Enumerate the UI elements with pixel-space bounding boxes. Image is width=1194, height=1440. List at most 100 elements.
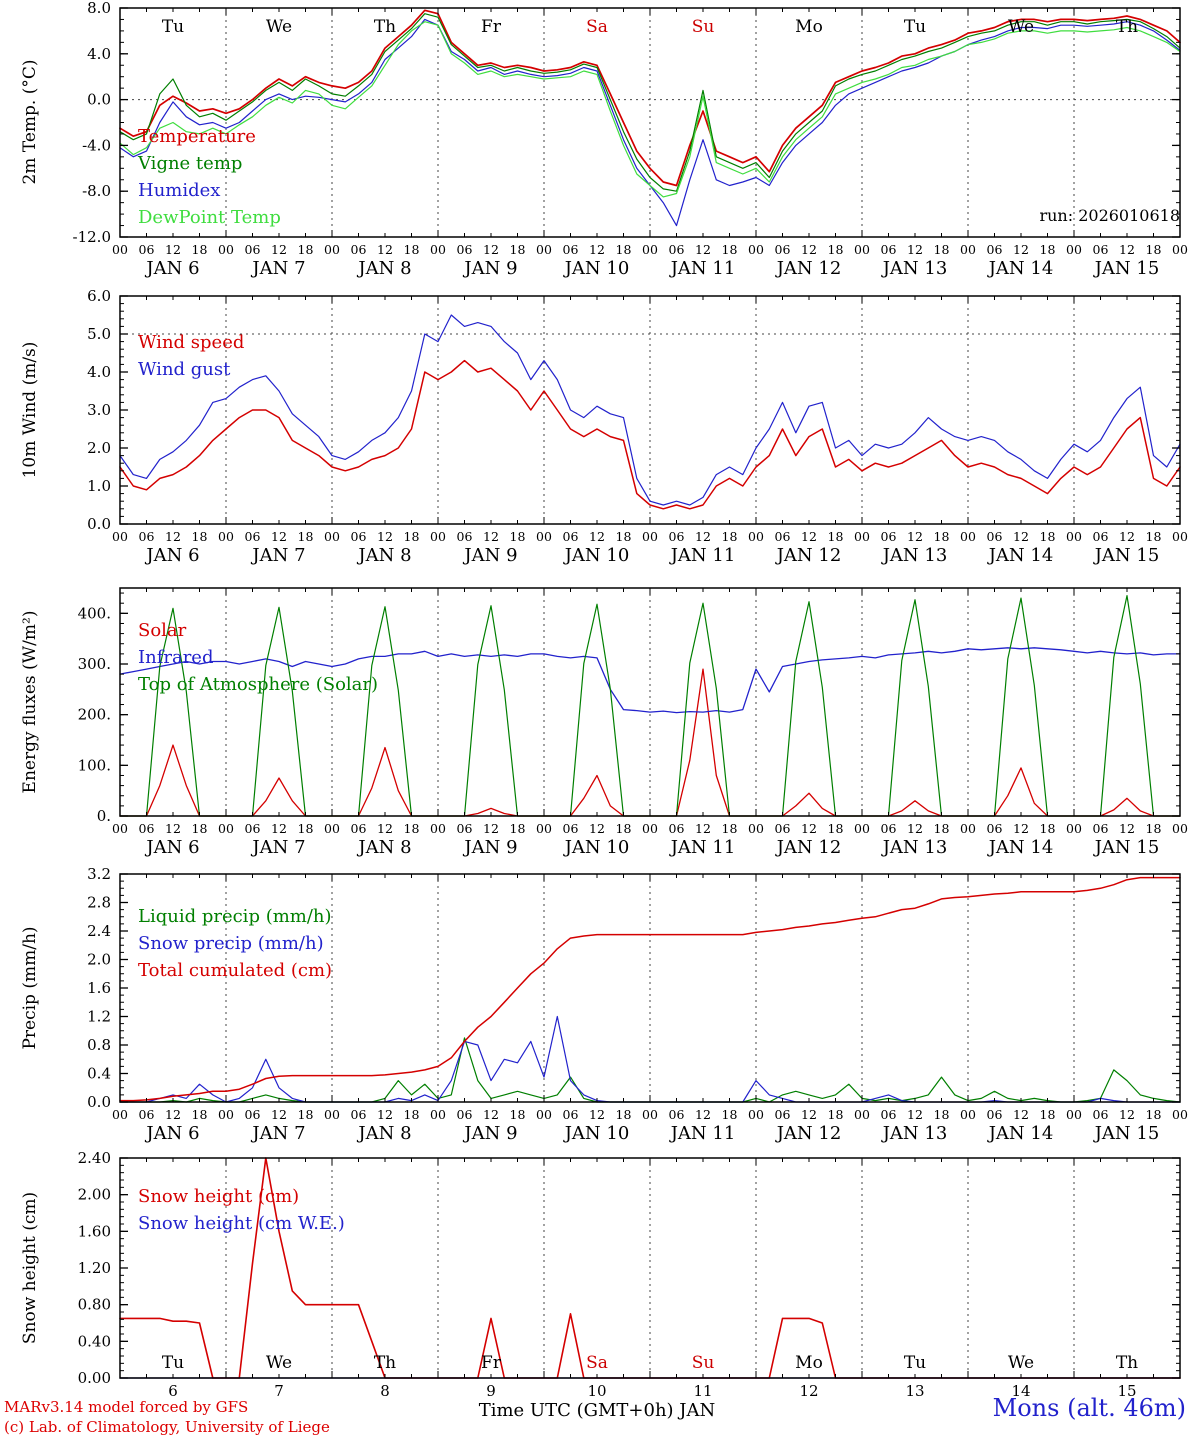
hour-tick-label: 00 xyxy=(854,821,870,836)
y-tick-label: 0.80 xyxy=(78,1296,111,1314)
hour-tick-label: 00 xyxy=(642,242,658,257)
y-tick-label: 8.0 xyxy=(87,0,111,17)
hour-tick-label: 06 xyxy=(669,529,685,544)
hour-tick-label: 06 xyxy=(457,1107,473,1122)
hour-tick-label: 00 xyxy=(854,1107,870,1122)
y-tick-label: 5.0 xyxy=(87,325,111,343)
hour-tick-label: 00 xyxy=(218,1107,234,1122)
series-temperature xyxy=(119,9,1181,187)
date-label: JAN 14 xyxy=(987,1123,1054,1144)
hour-tick-label: 18 xyxy=(510,242,526,257)
series-total-cumulated-cm- xyxy=(119,876,1181,1102)
hour-tick-label: 12 xyxy=(589,529,605,544)
y-tick-label: 1.6 xyxy=(87,979,111,997)
date-label: JAN 7 xyxy=(250,545,305,566)
y-tick-label: 2.00 xyxy=(78,1186,111,1204)
hour-tick-label: 06 xyxy=(987,821,1003,836)
y-tick-label: 0.00 xyxy=(78,1369,111,1387)
hour-tick-label: 12 xyxy=(483,821,499,836)
y-tick-label: 4.0 xyxy=(87,45,111,63)
hour-tick-label: 06 xyxy=(563,821,579,836)
series-wind-speed xyxy=(119,359,1181,510)
x-axis-title: Time UTC (GMT+0h) JAN xyxy=(478,1400,716,1421)
hour-tick-label: 12 xyxy=(589,1107,605,1122)
hour-tick-label: 06 xyxy=(457,529,473,544)
legend-item-wind-speed: Wind speed xyxy=(138,332,245,353)
hour-tick-label: 00 xyxy=(536,1107,552,1122)
y-tick-label: 3.2 xyxy=(87,865,111,883)
hour-tick-label: 00 xyxy=(1172,1107,1188,1122)
hour-tick-label: 18 xyxy=(298,821,314,836)
y-tick-label: -4.0 xyxy=(82,136,111,154)
date-label: JAN 12 xyxy=(775,1123,842,1144)
hour-tick-label: 18 xyxy=(192,821,208,836)
hour-tick-label: 00 xyxy=(960,1107,976,1122)
y-tick-label: -8.0 xyxy=(82,182,111,200)
legend-item-infrared: Infrared xyxy=(138,647,214,668)
y-axis-title-snow: Snow height (cm) xyxy=(20,1191,40,1345)
date-label: JAN 11 xyxy=(669,1123,736,1144)
hour-tick-label: 12 xyxy=(1013,529,1029,544)
hour-tick-label: 00 xyxy=(536,242,552,257)
date-label: JAN 6 xyxy=(144,545,199,566)
hour-tick-label: 06 xyxy=(139,1107,155,1122)
hour-tick-label: 12 xyxy=(165,1107,181,1122)
hour-tick-label: 06 xyxy=(139,821,155,836)
series-wind-gust xyxy=(119,314,1181,506)
hour-tick-label: 00 xyxy=(324,242,340,257)
day-number-label: 9 xyxy=(486,1382,496,1400)
date-label: JAN 15 xyxy=(1093,545,1160,566)
y-tick-label: 1.60 xyxy=(78,1222,111,1240)
hour-tick-label: 12 xyxy=(695,1107,711,1122)
y-tick-label: 6.0 xyxy=(87,287,111,305)
series-liquid-precip-mm-h- xyxy=(119,1037,1181,1103)
day-number-label: 7 xyxy=(274,1382,284,1400)
day-name-label: Fr xyxy=(481,17,502,37)
hour-tick-label: 12 xyxy=(801,1107,817,1122)
hour-tick-label: 12 xyxy=(271,821,287,836)
hour-tick-label: 12 xyxy=(483,242,499,257)
hour-tick-label: 12 xyxy=(165,242,181,257)
y-tick-label: 0.0 xyxy=(87,515,111,533)
y-tick-label: 2.0 xyxy=(87,951,111,969)
hour-tick-label: 06 xyxy=(669,821,685,836)
hour-tick-label: 12 xyxy=(271,1107,287,1122)
hour-tick-label: 00 xyxy=(112,821,128,836)
hour-tick-label: 12 xyxy=(695,242,711,257)
legend-snow: Snow height (cm) Snow height (cm W.E.) xyxy=(138,1183,345,1237)
day-name-label: Tu xyxy=(162,17,184,37)
day-name-label: We xyxy=(266,17,292,37)
hour-tick-label: 06 xyxy=(351,529,367,544)
station-label: Mons (alt. 46m) xyxy=(992,1394,1186,1422)
hour-tick-label: 06 xyxy=(245,821,261,836)
date-label: JAN 12 xyxy=(775,837,842,858)
hour-tick-label: 00 xyxy=(1172,821,1188,836)
day-number-label: 12 xyxy=(799,1382,818,1400)
hour-tick-label: 12 xyxy=(165,821,181,836)
hour-tick-label: 18 xyxy=(828,242,844,257)
y-tick-label: 0.8 xyxy=(87,1036,111,1054)
model-credit: MARv3.14 model forced by GFS xyxy=(4,1398,249,1416)
day-number-label: 15 xyxy=(1117,1382,1136,1400)
day-name-label: Tu xyxy=(904,17,926,37)
hour-tick-label: 12 xyxy=(695,529,711,544)
date-label: JAN 13 xyxy=(881,545,948,566)
date-label: JAN 14 xyxy=(987,837,1054,858)
hour-tick-label: 00 xyxy=(430,529,446,544)
day-name-label: Mo xyxy=(795,17,823,37)
hour-tick-label: 12 xyxy=(377,242,393,257)
legend-item-toa-solar: Top of Atmosphere (Solar) xyxy=(138,674,379,695)
y-tick-label: 2.4 xyxy=(87,922,111,940)
hour-tick-label: 18 xyxy=(510,821,526,836)
hour-tick-label: 06 xyxy=(563,529,579,544)
day-name-label: Sa xyxy=(586,17,608,37)
hour-tick-label: 18 xyxy=(192,1107,208,1122)
hour-tick-label: 12 xyxy=(483,529,499,544)
day-name-label: Th xyxy=(1116,17,1138,37)
hour-tick-label: 00 xyxy=(642,821,658,836)
hour-tick-label: 06 xyxy=(563,242,579,257)
hour-tick-label: 06 xyxy=(775,1107,791,1122)
hour-tick-label: 00 xyxy=(748,1107,764,1122)
hour-tick-label: 06 xyxy=(245,529,261,544)
hour-tick-label: 00 xyxy=(112,1107,128,1122)
